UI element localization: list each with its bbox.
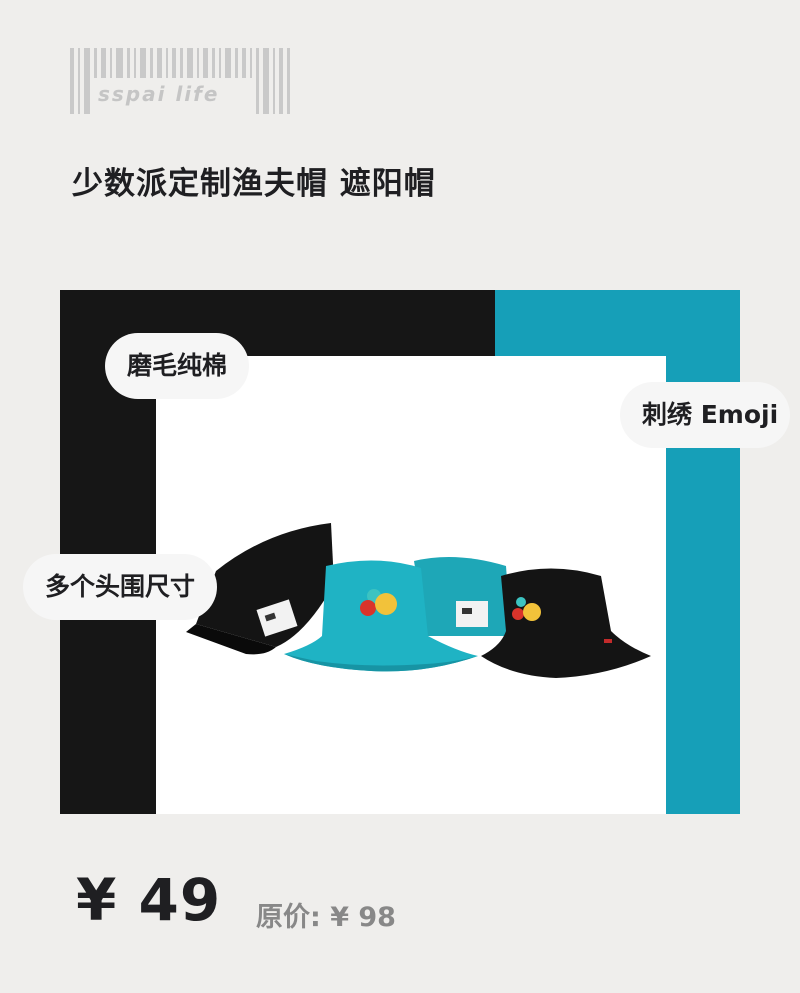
original-price: 原价: ¥ 98 xyxy=(256,902,396,933)
logo-text: sspai life xyxy=(98,82,220,106)
teal-hat-back xyxy=(414,557,511,636)
product-photo xyxy=(156,356,666,814)
barcode-graphic xyxy=(70,48,290,114)
feature-tag-cotton: 磨毛纯棉 xyxy=(105,333,250,399)
current-price: ¥ 49 xyxy=(76,866,222,934)
black-hat-left xyxy=(186,523,334,655)
black-hat-right xyxy=(481,568,651,678)
feature-tag-sizes: 多个头围尺寸 xyxy=(23,554,218,620)
teal-hat-front xyxy=(284,560,478,672)
bucket-hats-illustration xyxy=(186,523,651,678)
product-title: 少数派定制渔夫帽 遮阳帽 xyxy=(72,166,436,202)
sspai-life-logo: sspai life xyxy=(70,48,292,114)
feature-tag-emoji: 刺绣 Emoji xyxy=(620,382,791,448)
